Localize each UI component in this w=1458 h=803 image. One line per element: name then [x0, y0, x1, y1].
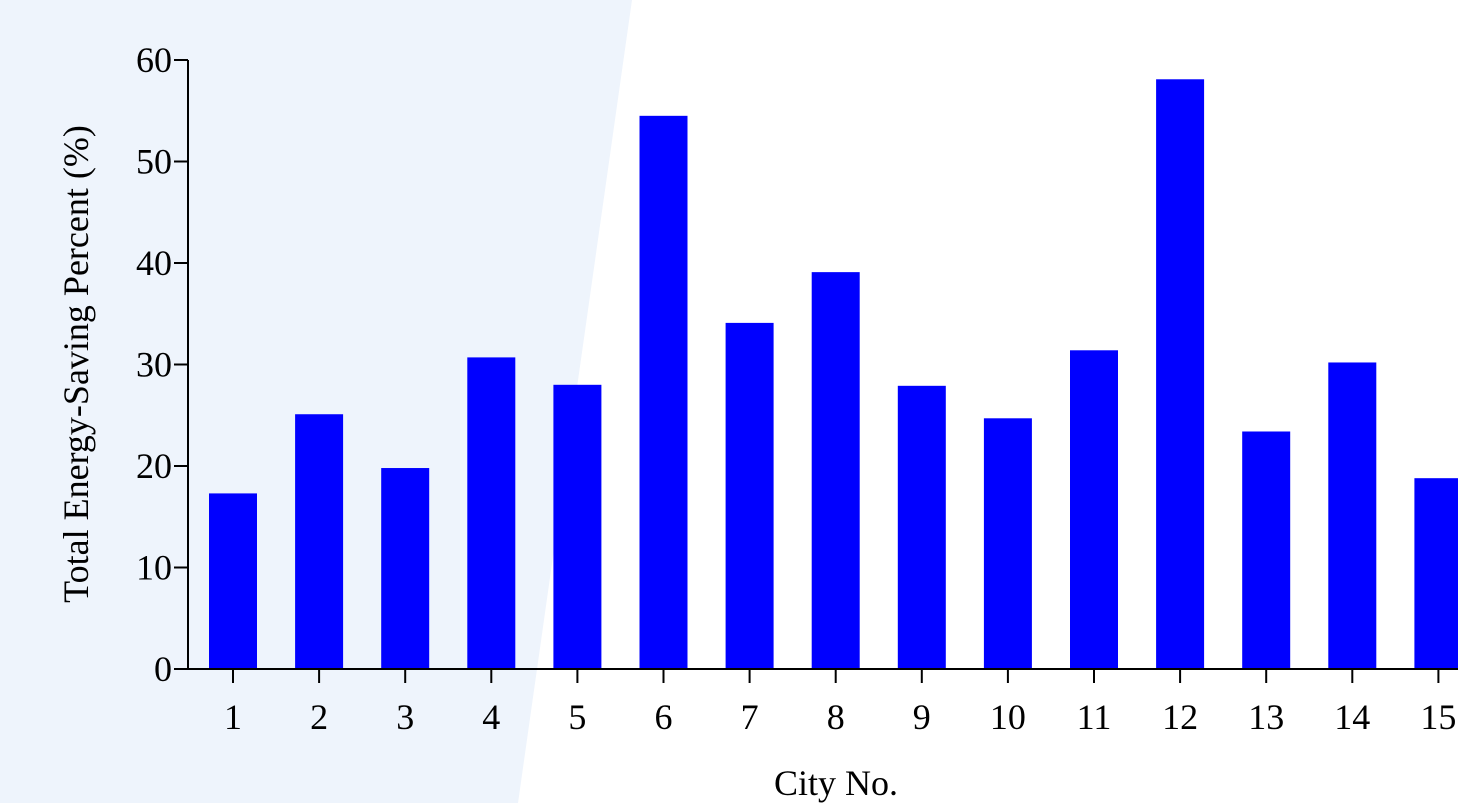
- y-tick-label: 30: [136, 345, 172, 385]
- y-tick-label: 10: [136, 548, 172, 588]
- bar-city-2: [295, 414, 344, 669]
- bar-city-5: [553, 384, 602, 669]
- x-axis-title: City No.: [774, 763, 898, 803]
- x-tick-label: 13: [1248, 697, 1284, 737]
- x-tick-label: 1: [224, 697, 242, 737]
- bar-city-9: [897, 385, 946, 669]
- bar-city-6: [639, 115, 688, 669]
- bar-city-13: [1242, 431, 1291, 669]
- bar-city-8: [811, 272, 860, 669]
- x-tick-label: 8: [827, 697, 845, 737]
- x-tick-label: 3: [396, 697, 414, 737]
- x-tick-label: 11: [1077, 697, 1112, 737]
- bar-city-12: [1156, 79, 1205, 669]
- x-tick-label: 7: [741, 697, 759, 737]
- x-tick-label: 5: [568, 697, 586, 737]
- y-tick-label: 50: [136, 142, 172, 182]
- y-axis-title: Total Energy-Saving Percent (%): [56, 125, 96, 603]
- bar-city-7: [725, 322, 774, 669]
- bar-city-10: [983, 418, 1032, 669]
- x-tick-label: 2: [310, 697, 328, 737]
- bar-city-15: [1414, 478, 1458, 669]
- x-tick-label: 4: [482, 697, 500, 737]
- bar-city-11: [1070, 350, 1118, 669]
- x-tick-label: 6: [655, 697, 673, 737]
- bar-city-4: [467, 357, 516, 669]
- y-tick-label: 0: [154, 649, 172, 689]
- y-tick-label: 60: [136, 40, 172, 80]
- x-tick-label: 9: [913, 697, 931, 737]
- bar-city-1: [209, 493, 257, 669]
- y-ticks-group: 0 10 20 30 40 50 60: [136, 40, 188, 689]
- y-tick-label: 40: [136, 243, 172, 283]
- bars-group: [209, 79, 1458, 669]
- bar-city-14: [1328, 362, 1377, 669]
- bar-city-3: [381, 468, 430, 669]
- x-tick-label: 15: [1420, 697, 1456, 737]
- x-ticks-group: 1 2 3 4 5 6 7 8 9 10 11 12 13 14 15: [224, 669, 1456, 737]
- x-tick-label: 10: [990, 697, 1026, 737]
- x-tick-label: 12: [1162, 697, 1198, 737]
- x-tick-label: 14: [1334, 697, 1370, 737]
- y-tick-label: 20: [136, 446, 172, 486]
